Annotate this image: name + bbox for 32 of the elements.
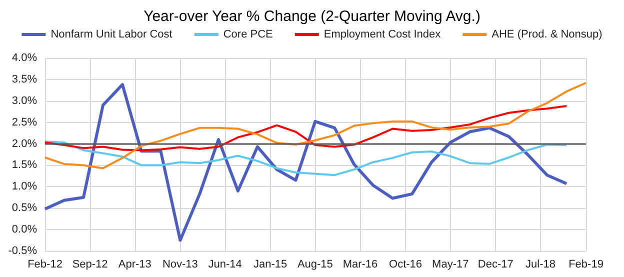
x-tick-label: Nov-13	[162, 258, 198, 270]
line-series	[44, 105, 568, 152]
y-tick-label: 3.5%	[12, 73, 38, 86]
y-tick-label: 4.0%	[12, 52, 38, 64]
x-tick-label: Sep-12	[72, 258, 108, 270]
legend-label: Nonfarm Unit Labor Cost	[50, 28, 172, 40]
y-tick-label: 2.5%	[12, 116, 38, 128]
x-tick-label: Jan-15	[254, 258, 288, 270]
y-tick-label: -0.5%	[8, 245, 38, 257]
y-tick-label: 2.0%	[12, 138, 38, 150]
x-tick-label: Feb-19	[568, 258, 604, 270]
x-tick-label: Jun-14	[208, 258, 242, 270]
legend-label: AHE (Prod. & Nonsup)	[492, 28, 602, 40]
x-tick-label: Feb-12	[28, 258, 62, 270]
x-tick-label: Jul-18	[526, 258, 556, 270]
x-tick-label: Apr-13	[118, 258, 152, 270]
y-tick-label: 1.0%	[12, 180, 38, 193]
y-tick-label: 0.0%	[12, 224, 38, 236]
y-tick-label: 0.5%	[12, 202, 38, 214]
line-series	[44, 140, 568, 176]
line-series	[44, 82, 587, 170]
y-tick-label: 3.0%	[12, 94, 38, 107]
x-tick-label: Mar-16	[342, 258, 378, 270]
x-tick-label: May-17	[432, 258, 469, 270]
x-tick-label: Aug-15	[297, 258, 333, 270]
legend-label: Employment Cost Index	[324, 28, 442, 40]
legend-label: Core PCE	[223, 28, 273, 40]
chart-title: Year-over Year % Change (2-Quarter Moving Avg.)	[144, 8, 480, 25]
line-series	[44, 83, 568, 242]
x-tick-label: Dec-17	[478, 258, 514, 270]
x-tick-label: Oct-16	[389, 258, 422, 270]
y-tick-label: 1.5%	[12, 159, 38, 172]
